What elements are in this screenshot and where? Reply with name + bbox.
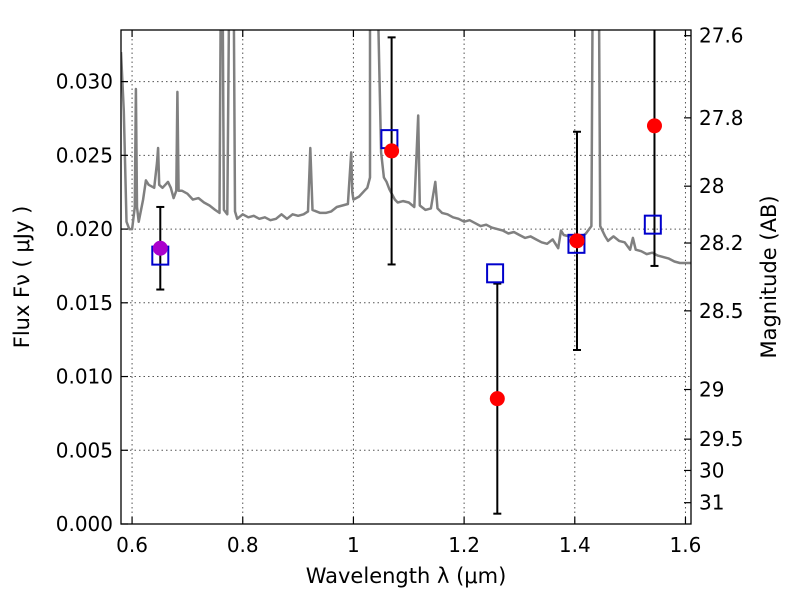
plot-frame — [120, 29, 692, 525]
y2-tick-label: 29.5 — [699, 427, 744, 451]
y-tick-label: 0.005 — [56, 438, 113, 462]
y2-tick-label: 27.8 — [699, 106, 744, 130]
y2-axis-ticks: 27.6 27.8 28 28.2 28.5 29 29.5 30 31 — [684, 24, 744, 515]
y2-tick-label: 31 — [699, 491, 724, 515]
x-tick-label: 1.6 — [670, 533, 702, 557]
y-tick-label: 0.030 — [56, 70, 113, 94]
y2-tick-label: 29 — [699, 378, 724, 402]
x-axis-label: Wavelength λ (μm) — [306, 564, 507, 588]
x-tick-label: 0.8 — [227, 533, 259, 557]
y-tick-label: 0.020 — [56, 217, 113, 241]
model-point — [643, 214, 662, 235]
x-tick-label: 1 — [347, 533, 360, 557]
model-point — [486, 263, 505, 284]
observed-point — [152, 240, 168, 256]
y-tick-label: 0.015 — [56, 291, 113, 315]
x-tick-label: 1.4 — [559, 533, 591, 557]
y2-tick-label: 27.6 — [699, 24, 744, 48]
y2-tick-label: 28.5 — [699, 299, 744, 323]
y-tick-label: 0.025 — [56, 143, 113, 167]
y-axis-label: Flux Fν ( μJy ) — [10, 206, 34, 349]
y-axis-ticks: 0.000 0.005 0.010 0.015 0.020 0.025 0.030 — [56, 70, 128, 536]
observed-point — [489, 391, 505, 407]
x-tick-label: 0.6 — [116, 533, 148, 557]
x-axis-ticks: 0.6 0.8 1 1.2 1.4 1.6 — [116, 30, 701, 557]
y2-axis-label: Magnitude (AB) — [757, 195, 781, 358]
y2-tick-label: 30 — [699, 458, 724, 482]
y-tick-label: 0.000 — [56, 512, 113, 536]
observed-point — [384, 143, 400, 159]
y-tick-label: 0.010 — [56, 365, 113, 389]
observed-point — [646, 118, 662, 134]
x-tick-label: 1.2 — [448, 533, 480, 557]
observed-point — [569, 233, 585, 249]
y2-tick-label: 28 — [699, 174, 724, 198]
observed-markers — [152, 118, 662, 407]
y2-tick-label: 28.2 — [699, 231, 744, 255]
